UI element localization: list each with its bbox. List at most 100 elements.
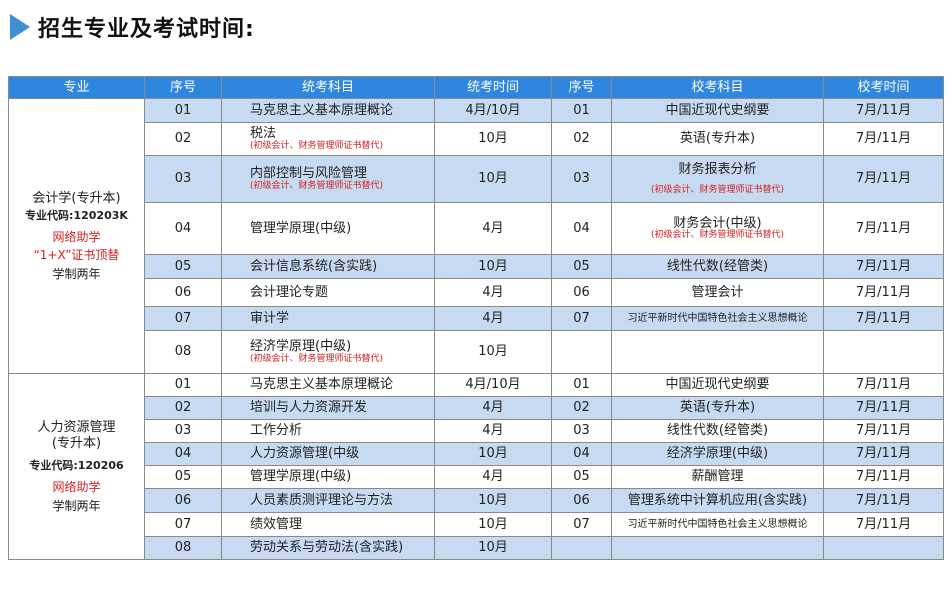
row-no: 02	[144, 396, 222, 420]
row-time-2: 7月/11月	[823, 512, 944, 537]
row-subject-2: 线性代数(经管类)	[611, 254, 824, 279]
header-unified-subject: 统考科目	[221, 76, 435, 99]
row-time-2: 7月/11月	[823, 278, 944, 307]
row-no: 01	[144, 98, 222, 123]
row-subject: 人力资源管理(中级	[221, 442, 435, 466]
row-time-2: 7月/11月	[823, 122, 944, 156]
row-subject: 管理学原理(中级)	[221, 202, 435, 255]
row-time-2: 7月/11月	[823, 465, 944, 489]
table-row: 07 绩效管理 10月 07 习近平新时代中国特色社会主义思想概论 7月/11月	[9, 512, 944, 537]
row-time: 4月/10月	[434, 98, 552, 123]
row-time-2: 7月/11月	[823, 373, 944, 397]
row-subject-2: 中国近现代史纲要	[611, 373, 824, 397]
row-subject-2-cell: 财务会计(中级) (初级会计、财务管理师证书替代)	[611, 202, 824, 255]
row-time: 10月	[434, 512, 552, 537]
table-row: 07 审计学 4月 07 习近平新时代中国特色社会主义思想概论 7月/11月	[9, 306, 944, 331]
row-time: 4月	[434, 396, 552, 420]
row-time-2	[823, 536, 944, 560]
row-subject: 审计学	[221, 306, 435, 331]
major-name-2: (专升本)	[51, 435, 102, 451]
row-time: 10月	[434, 536, 552, 560]
header-major: 专业	[8, 76, 145, 99]
row-no-2: 05	[551, 465, 612, 489]
header-no-2: 序号	[551, 76, 612, 99]
row-time: 4月	[434, 306, 552, 331]
header-unified-time: 统考时间	[434, 76, 552, 99]
header-school-subject: 校考科目	[611, 76, 824, 99]
section-title: 招生专业及考试时间:	[10, 10, 255, 44]
exam-schedule-table: 专业 序号 统考科目 统考时间 序号 校考科目 校考时间 会计学(专升本) 专业…	[8, 76, 944, 560]
row-subject-2-cell: 财务报表分析 (初级会计、财务管理师证书替代)	[611, 155, 824, 203]
row-subject-2: 英语(专升本)	[611, 396, 824, 420]
row-no: 07	[144, 512, 222, 537]
row-no-2: 02	[551, 396, 612, 420]
row-subject-2: 英语(专升本)	[611, 122, 824, 156]
row-no: 07	[144, 306, 222, 331]
table-row: 04 人力资源管理(中级 10月 04 经济学原理(中级) 7月/11月	[9, 442, 944, 466]
row-time-2: 7月/11月	[823, 254, 944, 279]
row-subject-2: 线性代数(经管类)	[611, 419, 824, 443]
row-no-2: 03	[551, 419, 612, 443]
row-time-2: 7月/11月	[823, 306, 944, 331]
table-row: 人力资源管理 (专升本) 专业代码:120206 网络助学 学制两年 01 马克…	[8, 373, 944, 560]
row-subject: 税法	[250, 126, 277, 142]
row-no: 03	[144, 155, 222, 203]
row-subject-2: 经济学原理(中级)	[611, 442, 824, 466]
table-row: 03 工作分析 4月 03 线性代数(经管类) 7月/11月	[9, 419, 944, 443]
major-name: 人力资源管理	[37, 419, 116, 435]
table-row: 08 经济学原理(中级) (初级会计、财务管理师证书替代) 10月	[9, 330, 944, 374]
row-time: 4月	[434, 419, 552, 443]
row-subject: 马克思主义基本原理概论	[221, 98, 435, 123]
row-no-2: 01	[551, 98, 612, 123]
row-no-2	[551, 536, 612, 560]
row-time: 4月/10月	[434, 373, 552, 397]
major-note: 网络助学	[52, 229, 101, 244]
table-row: 02 培训与人力资源开发 4月 02 英语(专升本) 7月/11月	[9, 396, 944, 420]
table-row: 06 人员素质测评理论与方法 10月 06 管理系统中计算机应用(含实践) 7月…	[9, 488, 944, 513]
table-row: 02 税法 (初级会计、财务管理师证书替代) 10月 02 英语(专升本) 7月…	[9, 122, 944, 156]
row-no-2: 05	[551, 254, 612, 279]
row-time-2: 7月/11月	[823, 396, 944, 420]
row-subject-2: 管理系统中计算机应用(含实践)	[611, 488, 824, 513]
table-row: 06 会计理论专题 4月 06 管理会计 7月/11月	[9, 278, 944, 307]
row-subject: 劳动关系与劳动法(含实践)	[221, 536, 435, 560]
row-no-2: 07	[551, 512, 612, 537]
row-no: 08	[144, 536, 222, 560]
row-subject-note: (初级会计、财务管理师证书替代)	[250, 180, 384, 191]
row-no-2: 03	[551, 155, 612, 203]
section-title-text: 招生专业及考试时间:	[38, 17, 255, 42]
row-no: 02	[144, 122, 222, 156]
row-subject: 管理学原理(中级)	[221, 465, 435, 489]
major-note-2: “1+X”证书顶替	[33, 248, 120, 263]
row-subject-2: 财务会计(中级)	[673, 215, 762, 231]
row-time: 10月	[434, 155, 552, 203]
row-subject: 会计信息系统(含实践)	[221, 254, 435, 279]
row-no: 04	[144, 442, 222, 466]
row-subject-2: 习近平新时代中国特色社会主义思想概论	[611, 512, 824, 537]
row-subject-note: (初级会计、财务管理师证书替代)	[250, 140, 384, 151]
major-cell-accounting: 会计学(专升本) 专业代码:120203K 网络助学 “1+X”证书顶替 学制两…	[8, 98, 145, 374]
row-no: 05	[144, 254, 222, 279]
row-no-2: 07	[551, 306, 612, 331]
row-subject-2: 管理会计	[611, 278, 824, 307]
row-time-2: 7月/11月	[823, 488, 944, 513]
row-no: 04	[144, 202, 222, 255]
row-subject-2: 财务报表分析	[678, 162, 757, 178]
row-time-2: 7月/11月	[823, 419, 944, 443]
row-subject: 内部控制与风险管理	[250, 166, 368, 182]
row-no: 08	[144, 330, 222, 374]
row-no: 01	[144, 373, 222, 397]
row-subject-2: 习近平新时代中国特色社会主义思想概论	[611, 306, 824, 331]
row-time: 4月	[434, 278, 552, 307]
row-subject-2: 中国近现代史纲要	[611, 98, 824, 123]
row-no: 03	[144, 419, 222, 443]
row-time-2: 7月/11月	[823, 202, 944, 255]
major-duration: 学制两年	[52, 498, 101, 513]
table-row: 08 劳动关系与劳动法(含实践) 10月	[9, 536, 944, 560]
row-time-2: 7月/11月	[823, 442, 944, 466]
row-subject: 人员素质测评理论与方法	[221, 488, 435, 513]
row-subject-2-note: (初级会计、财务管理师证书替代)	[650, 230, 785, 241]
row-no: 06	[144, 488, 222, 513]
row-subject-cell: 内部控制与风险管理 (初级会计、财务管理师证书替代)	[221, 155, 435, 203]
row-no-2: 04	[551, 202, 612, 255]
